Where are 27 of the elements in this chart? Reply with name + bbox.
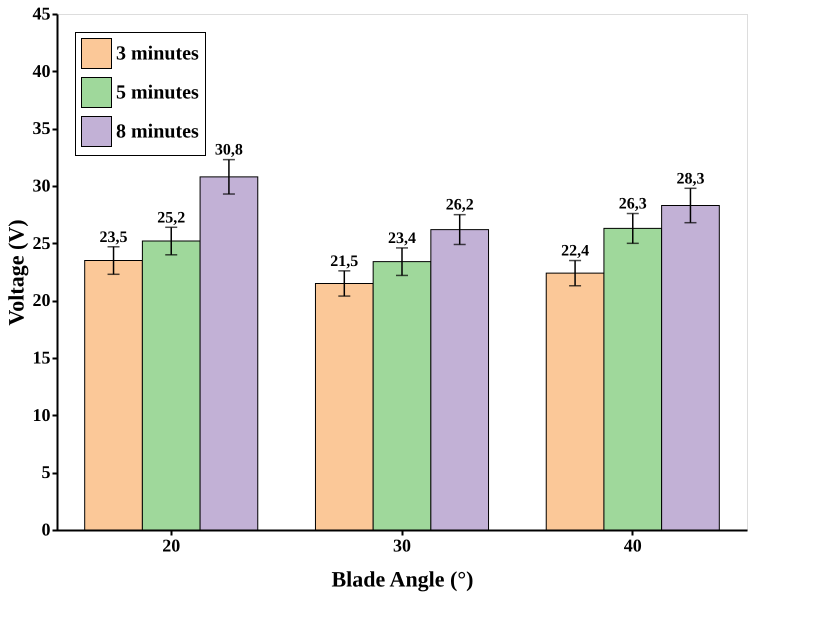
y-tick-label: 15 — [32, 348, 50, 368]
y-tick-label: 25 — [32, 232, 50, 253]
y-tick-label: 20 — [32, 290, 50, 310]
data-label: 25,2 — [157, 209, 186, 226]
data-label: 28,3 — [676, 170, 704, 188]
x-tick-label: 40 — [624, 536, 642, 556]
data-label: 22,4 — [561, 242, 590, 260]
y-tick-label: 35 — [32, 118, 50, 138]
data-label: 26,2 — [446, 196, 474, 214]
y-tick-label: 5 — [42, 462, 50, 482]
x-axis-title: Blade Angle (°) — [331, 566, 474, 592]
y-tick-label: 45 — [32, 4, 50, 24]
data-label: 23,4 — [388, 230, 416, 247]
y-tick-label: 40 — [32, 60, 50, 81]
y-axis-title: Voltage (V) — [4, 219, 28, 326]
y-tick-label: 10 — [32, 404, 50, 425]
x-tick-label: 30 — [393, 536, 411, 556]
data-label: 23,5 — [100, 228, 128, 246]
legend-label: 5 minutes — [116, 82, 199, 104]
y-tick-label: 30 — [32, 176, 50, 196]
data-label: 21,5 — [330, 252, 358, 270]
legend-label: 3 minutes — [116, 42, 199, 64]
data-label: 30,8 — [214, 142, 243, 159]
x-tick-label: 20 — [162, 536, 180, 556]
y-tick-label: 0 — [42, 520, 50, 540]
legend-label: 8 minutes — [116, 120, 199, 142]
data-label: 26,3 — [618, 196, 647, 213]
